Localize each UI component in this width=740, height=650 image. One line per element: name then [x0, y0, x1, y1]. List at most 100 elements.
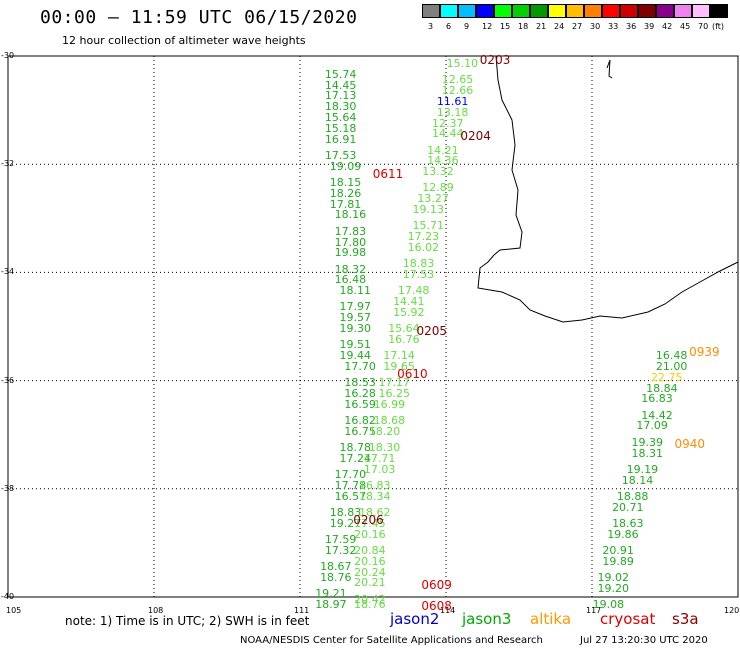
- color-legend-value: 18: [518, 22, 529, 31]
- color-legend-value: (ft): [712, 22, 725, 31]
- wave-height-value: 16.75: [344, 424, 376, 438]
- wave-height-value: 17.24: [339, 451, 372, 465]
- color-swatch: [584, 4, 602, 18]
- wave-height-value: 18.76: [354, 598, 386, 611]
- latitude-label: -36: [1, 375, 15, 385]
- wave-height-value: 15.64: [388, 322, 420, 336]
- wave-height-value: 19.65: [383, 359, 415, 373]
- wave-height-value: 12.37: [432, 116, 464, 130]
- wave-height-value: 19.57: [339, 311, 372, 325]
- color-swatch: [530, 4, 548, 18]
- color-swatch: [512, 4, 530, 18]
- wave-height-value: 18.97: [315, 598, 347, 611]
- pass-time-label: 0206: [353, 512, 384, 527]
- wave-height-value: 19.89: [602, 554, 634, 568]
- satellite-legend-item: jason2: [390, 610, 440, 628]
- latitude-label: -38: [1, 483, 15, 493]
- wave-height-value: 18.83: [402, 257, 435, 271]
- wave-height-value: 17.80: [334, 235, 367, 249]
- wave-height-value: 17.17: [378, 376, 410, 390]
- wave-height-value: 17.59: [324, 533, 357, 547]
- generation-timestamp: Jul 27 13:20:30 UTC 2020: [580, 635, 708, 646]
- wave-height-value: 17.97: [339, 300, 372, 314]
- pass-time-label: 0203: [479, 53, 511, 67]
- wave-height-value: 18.14: [621, 473, 654, 487]
- wave-height-value: 17.70: [344, 359, 376, 373]
- pass-time-label: 0608: [421, 599, 452, 614]
- wave-height-value: 20.16: [354, 527, 386, 541]
- wave-height-value: 20.16: [354, 554, 386, 568]
- wave-height-value: 19.39: [631, 435, 664, 449]
- coastline-island: [606, 59, 613, 79]
- longitude-label: 108: [148, 606, 164, 615]
- color-swatch: [638, 4, 656, 18]
- satellite-legend-item: cryosat: [600, 610, 656, 628]
- color-legend-value: 36: [626, 22, 637, 31]
- wave-height-value: 17.78: [334, 478, 367, 492]
- wave-height-value: 19.20: [597, 581, 629, 595]
- wave-height-value: 19.02: [597, 570, 629, 584]
- wave-height-value: 19.13: [412, 203, 445, 217]
- wave-height-value: 18.78: [339, 441, 372, 455]
- color-legend-value: 27: [572, 22, 583, 31]
- wave-height-value: 17.81: [329, 197, 362, 211]
- gridlines: [8, 56, 738, 597]
- wave-height-value: 19.27: [329, 516, 362, 530]
- wave-height-value: 19.19: [626, 462, 659, 476]
- wave-height-value: 14.42: [641, 408, 673, 422]
- wave-height-value: 18.15: [329, 176, 362, 190]
- wave-height-value: 18.20: [368, 424, 401, 438]
- color-swatch: [566, 4, 584, 18]
- color-swatch: [422, 4, 440, 18]
- wave-height-value: 14.36: [427, 154, 459, 168]
- wave-height-value: 16.76: [388, 332, 420, 346]
- pass-time-label: 0205: [416, 323, 448, 338]
- wave-height-value: 18.63: [612, 516, 644, 530]
- color-swatch: [602, 4, 620, 18]
- wave-height-value: 16.91: [324, 132, 357, 146]
- color-legend: 3 6 9 12 15 18 21 24 27 30 33 36 39 42 45 70 (ft): [422, 4, 728, 32]
- wave-height-value: 14.45: [324, 78, 357, 92]
- wave-height-value: 19.44: [339, 349, 372, 363]
- color-legend-value: 9: [464, 22, 470, 31]
- credit-line: NOAA/NESDIS Center for Satellite Applica…: [240, 635, 543, 646]
- wave-height-value: 13.18: [436, 105, 469, 119]
- color-legend-value: 12: [482, 22, 493, 31]
- longitude-label: 114: [440, 606, 456, 615]
- wave-height-value: 17.53: [324, 148, 357, 162]
- wave-height-value: 13.32: [422, 165, 454, 179]
- wave-height-value: 16.28: [344, 387, 376, 400]
- color-legend-value: 21: [536, 22, 547, 31]
- color-swatch: [440, 4, 458, 18]
- wave-height-value: 19.08: [592, 598, 625, 611]
- wave-height-value: 18.26: [329, 186, 362, 200]
- wave-height-value: 17.14: [383, 349, 415, 363]
- wave-height-value: 18.16: [334, 208, 367, 222]
- wave-height-value: 16.57: [334, 489, 367, 503]
- wave-height-value: 20.91: [602, 543, 634, 557]
- pass-time-label: 0609: [421, 577, 452, 592]
- satellite-legend-item: jason3: [462, 610, 512, 628]
- wave-height-value: 11.61: [436, 94, 469, 108]
- pass-time-label: 0940: [674, 437, 705, 452]
- wave-height-value: 19.86: [607, 527, 639, 541]
- wave-height-value: 16.25: [378, 387, 410, 400]
- wave-height-value: 16.59: [344, 397, 376, 411]
- color-legend-value: 3: [428, 22, 434, 31]
- latitude-label: -34: [1, 267, 15, 277]
- color-legend-value: 70: [698, 22, 709, 31]
- wave-height-value: 16.48: [655, 349, 688, 363]
- wave-height-value: 20.24: [354, 565, 386, 579]
- wave-height-value: 16.02: [407, 240, 440, 254]
- wave-height-value: 12.65: [441, 73, 474, 87]
- wave-height-value: 18.53: [344, 376, 376, 390]
- color-swatch: [656, 4, 674, 18]
- color-legend-value: 33: [608, 22, 619, 31]
- wave-height-value: 16.83: [359, 478, 391, 492]
- wave-height-value: 18.62: [359, 506, 391, 520]
- latitude-label: -32: [1, 159, 15, 169]
- map-subtitle: 12 hour collection of altimeter wave hei…: [62, 34, 306, 47]
- wave-height-value: 18.84: [646, 381, 678, 395]
- wave-height-value: 15.64: [324, 111, 357, 125]
- wave-height-value: 17.70: [334, 468, 367, 482]
